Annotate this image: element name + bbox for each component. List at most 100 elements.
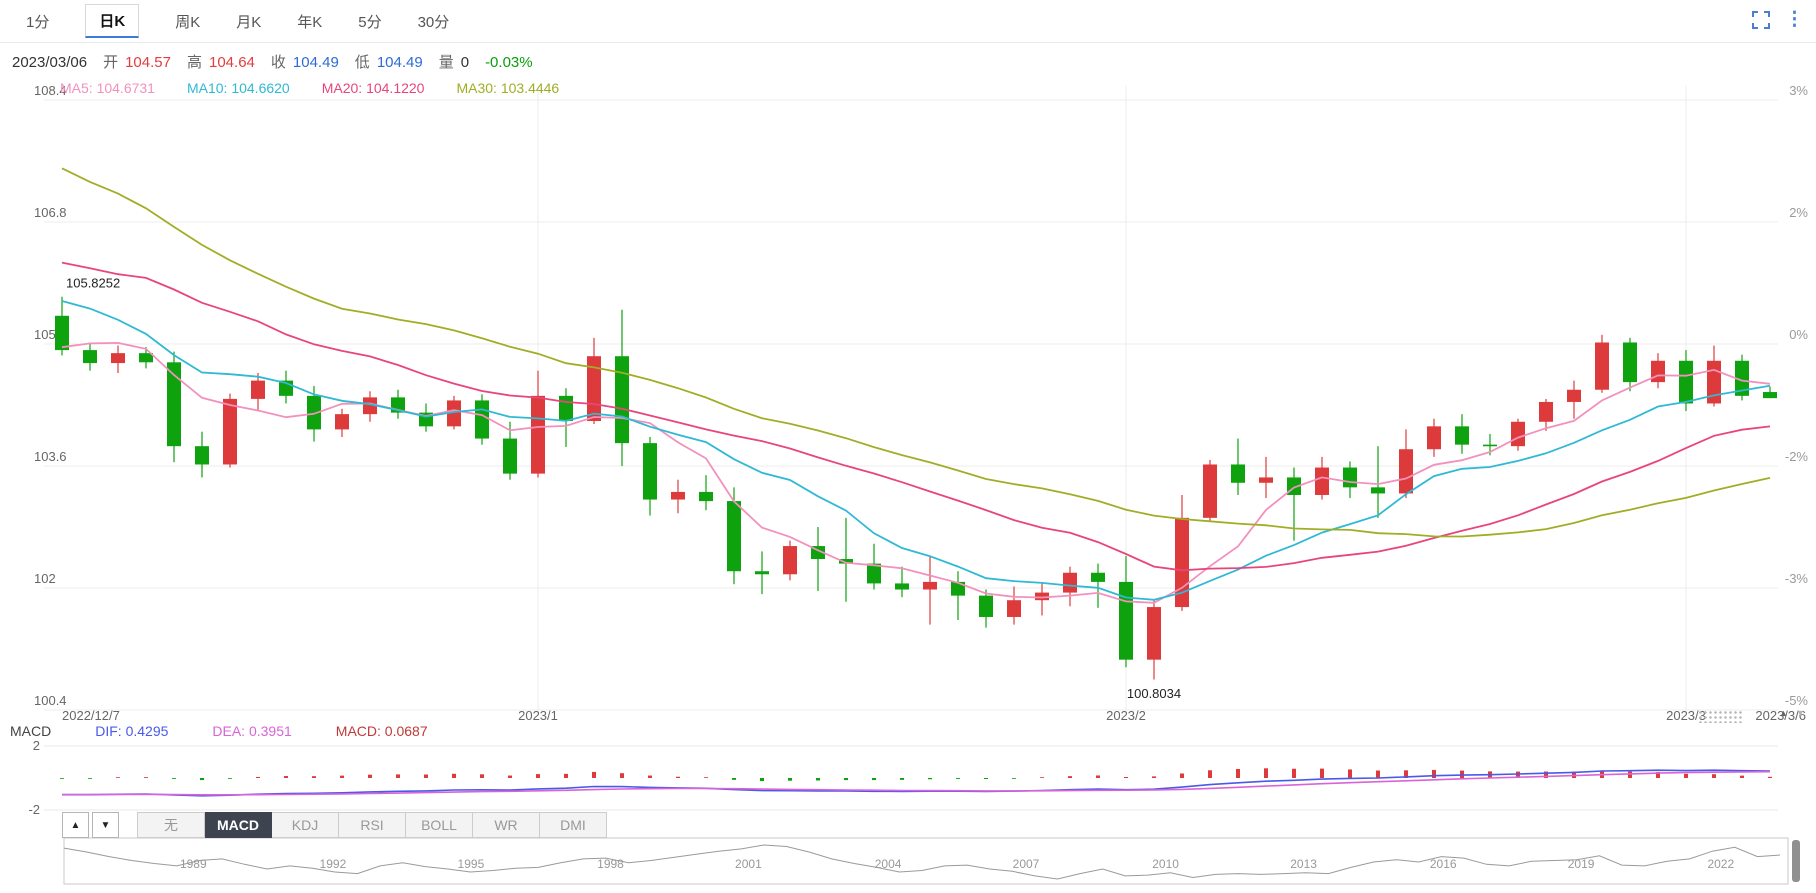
ma20-line: [61, 261, 1771, 572]
candle-body: [755, 571, 769, 575]
macd-histogram-bar: [1740, 775, 1744, 778]
candle-body: [1511, 421, 1525, 447]
macd-histogram-bar: [1656, 772, 1660, 778]
indicator-scroll-down-button[interactable]: ▼: [92, 812, 119, 838]
candle-body: [1623, 342, 1637, 383]
macd-legend: MACD DIF: 0.4295 DEA: 0.3951 MACD: 0.068…: [10, 723, 428, 739]
tab-5min[interactable]: 5分: [358, 13, 382, 31]
collapse-up-icon[interactable]: ▲: [1779, 708, 1788, 718]
navigator-year-label: 2019: [1568, 857, 1595, 871]
candle-body: [727, 501, 741, 572]
date-tick-label: 2023/1: [518, 708, 558, 723]
candle-body: [335, 414, 349, 430]
macd-histogram-bar: [788, 778, 792, 781]
macd-histogram-bar: [1208, 770, 1212, 778]
open-value: 104.57: [125, 54, 171, 71]
indicator-bar: ▲ ▼ 无 MACD KDJ RSI BOLL WR DMI: [62, 812, 607, 838]
more-menu-icon[interactable]: ⋮: [1785, 9, 1804, 30]
navigator-year-label: 2007: [1013, 857, 1040, 871]
price-tick-label: 103.6: [34, 449, 67, 464]
candle-body: [643, 443, 657, 500]
macd-histogram-bar: [368, 774, 372, 778]
volume-label: 量: [438, 54, 454, 71]
indicator-tab-none[interactable]: 无: [137, 812, 205, 838]
expand-icon[interactable]: [1751, 10, 1771, 30]
candle-body: [923, 581, 937, 590]
ma30-line: [61, 167, 1771, 538]
macd-histogram-bar: [1684, 773, 1688, 778]
close-label: 收: [270, 54, 286, 71]
macd-histogram-bar: [928, 778, 932, 780]
macd-histogram-bar: [284, 776, 288, 778]
tab-yearly-k[interactable]: 年K: [297, 13, 323, 31]
macd-histogram-bar: [1544, 771, 1548, 778]
open-label: 开: [103, 54, 119, 71]
price-grid: 108.4 3%106.8 2%105.2 0%103.6 -2%102 -3%100.4…: [34, 83, 1808, 711]
navigator-year-label: 2010: [1152, 857, 1179, 871]
price-tick-label: 100.4: [34, 693, 67, 708]
candle-body: [1595, 342, 1609, 390]
quote-date: 2023/03/06: [12, 54, 88, 71]
navigator-year-label: 2001: [735, 857, 762, 871]
dea-value: DEA: 0.3951: [212, 723, 292, 739]
ma10-legend: MA10: 104.6620: [186, 80, 290, 96]
candle-body: [1735, 360, 1749, 396]
candle-body: [1427, 426, 1441, 450]
navigator-thumb[interactable]: [1792, 840, 1800, 882]
tab-monthly-k[interactable]: 月K: [236, 13, 262, 31]
macd-histogram-bar: [1124, 776, 1128, 778]
indicator-tab-dmi[interactable]: DMI: [540, 812, 607, 838]
high-value: 104.64: [209, 54, 255, 71]
candle-body: [699, 491, 713, 502]
ma-legend: MA5: 104.6731 MA10: 104.6620 MA20: 104.1…: [60, 80, 559, 96]
indicator-tab-kdj[interactable]: KDJ: [272, 812, 339, 838]
macd-histogram-bar: [1012, 778, 1016, 779]
indicator-tab-macd[interactable]: MACD: [205, 812, 272, 838]
navigator-year-label: 2022: [1707, 857, 1734, 871]
macd-histogram-bar: [88, 778, 92, 779]
macd-histogram-bar: [452, 773, 456, 778]
indicator-tab-rsi[interactable]: RSI: [339, 812, 406, 838]
date-tick-label: 2023/3: [1666, 708, 1706, 723]
candle-body: [531, 395, 545, 474]
macd-histogram-bar: [144, 777, 148, 778]
candle-body: [1315, 467, 1329, 495]
macd-histogram-bar: [1152, 776, 1156, 778]
macd-panel: 2 -2: [28, 738, 1778, 817]
candle-body: [895, 583, 909, 590]
tab-30min[interactable]: 30分: [417, 13, 450, 31]
macd-histogram-bar: [956, 778, 960, 779]
dea-line: [62, 770, 1771, 796]
indicator-tab-boll[interactable]: BOLL: [406, 812, 473, 838]
navigator-year-label: 1989: [180, 857, 207, 871]
macd-histogram-bar: [1404, 770, 1408, 778]
macd-tick-label: -2: [28, 802, 40, 817]
navigator-box[interactable]: [63, 837, 1789, 885]
macd-value: MACD: 0.0687: [335, 723, 428, 739]
date-tick-label: 2023/3/6: [1755, 708, 1806, 723]
candle-body: [1259, 477, 1273, 483]
macd-histogram-bar: [200, 778, 204, 781]
candle-body: [1483, 444, 1497, 447]
candle-body: [139, 353, 153, 363]
collapse-down-icon[interactable]: ▼: [1796, 708, 1805, 718]
macd-histogram-bar: [676, 776, 680, 778]
macd-histogram-bar: [1236, 768, 1240, 778]
macd-tick-label: 2: [33, 738, 40, 753]
candle-body: [867, 563, 881, 584]
navigator-year-label: 1995: [458, 857, 485, 871]
indicator-tab-wr[interactable]: WR: [473, 812, 540, 838]
macd-histogram-bar: [564, 773, 568, 778]
indicator-scroll-up-button[interactable]: ▲: [62, 812, 89, 838]
macd-histogram-bar: [1264, 768, 1268, 778]
tab-1min[interactable]: 1分: [26, 13, 50, 31]
tab-daily-k[interactable]: 日K: [85, 4, 140, 38]
range-drag-handle[interactable]: [1698, 710, 1744, 723]
candle-body: [223, 398, 237, 465]
macd-histogram-bar: [228, 778, 232, 779]
macd-histogram-bar: [1768, 776, 1772, 778]
candle-body: [307, 395, 321, 430]
tab-weekly-k[interactable]: 周K: [175, 13, 201, 31]
ma20-legend: MA20: 104.1220: [321, 80, 425, 96]
